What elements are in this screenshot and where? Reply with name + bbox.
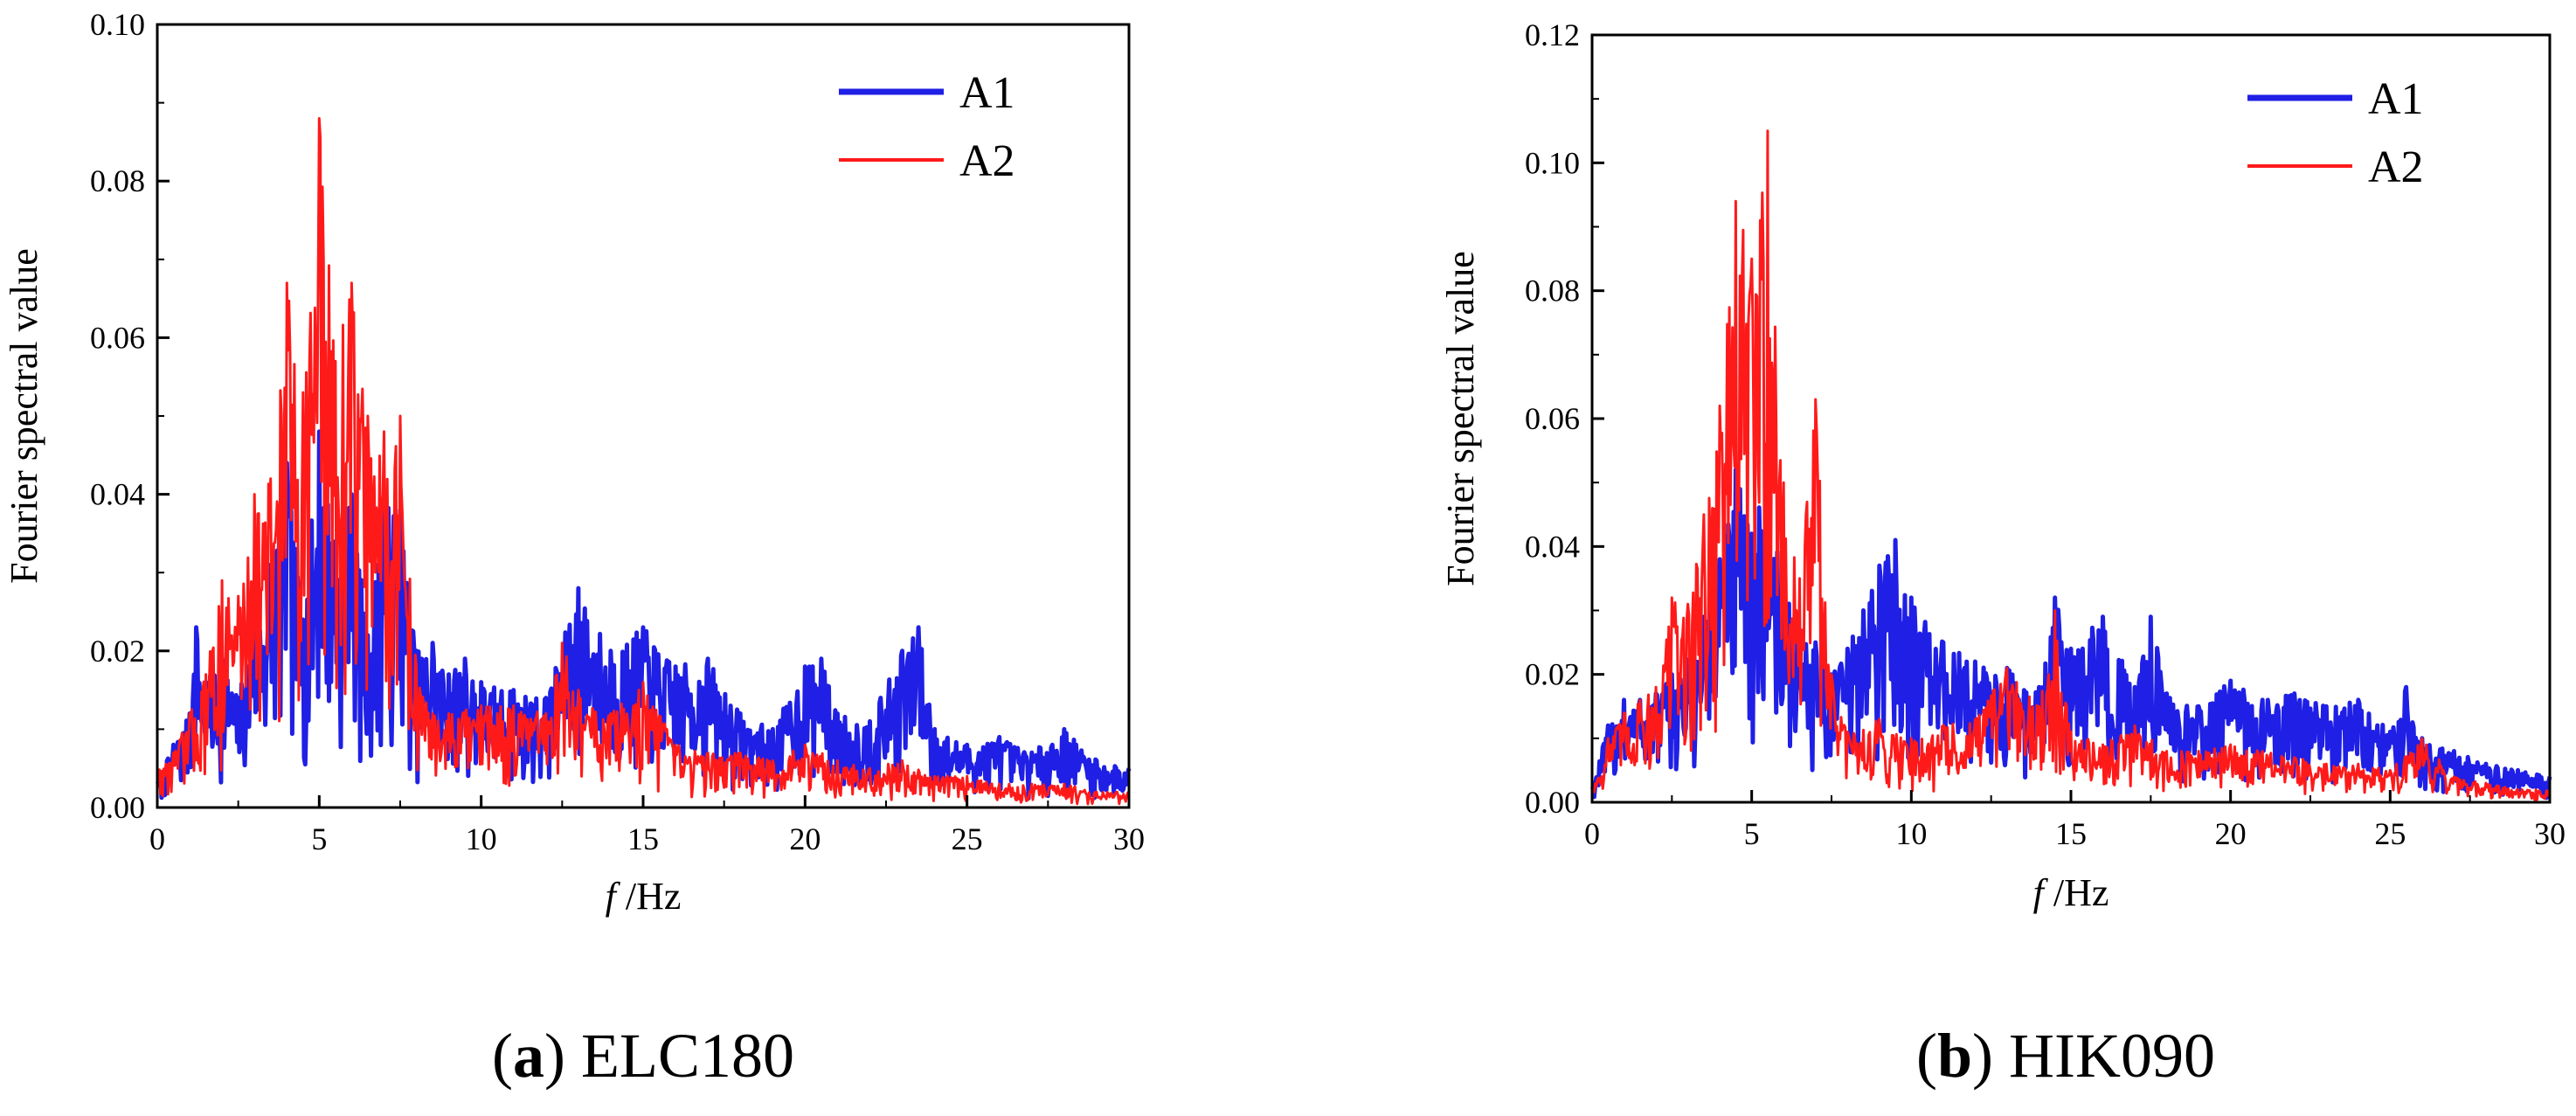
chart-panel-a: 0 5 10 15 20 25 30 0.00 0.02 0.04 0.06 0.08 0.10 Four… <box>3 7 1145 1091</box>
y-tick-label: 0.02 <box>90 634 145 669</box>
series-line-a1 <box>1589 468 2552 801</box>
y-tick-label: 0.08 <box>90 163 145 198</box>
x-axis-label: f /Hz <box>606 875 682 918</box>
x-tick-label: 5 <box>311 821 327 856</box>
y-tick-label: 0.02 <box>1525 657 1580 692</box>
y-tick-label: 0.06 <box>90 320 145 355</box>
chart-panel-b: 0 5 10 15 20 25 30 0.00 0.02 0.04 0.06 0.08 0.10 0.12… <box>1439 17 2566 1091</box>
y-tick-label: 0.00 <box>1525 785 1580 820</box>
x-tick-label: 25 <box>2374 816 2406 851</box>
y-tick-label: 0.10 <box>1525 145 1580 180</box>
y-tick-label: 0.08 <box>1525 274 1580 308</box>
x-tick-label: 15 <box>627 821 659 856</box>
x-tick-label: 20 <box>2215 816 2247 851</box>
y-tick-label: 0.04 <box>90 477 145 512</box>
panel-caption: (a) ELC180 <box>492 1021 794 1091</box>
x-tick-label: 25 <box>952 821 983 856</box>
x-tick-label: 30 <box>1113 821 1145 856</box>
legend-label-a1: A1 <box>959 68 1015 118</box>
series-line-a1 <box>155 429 1132 801</box>
x-tick-label: 20 <box>789 821 821 856</box>
y-tick-label: 0.00 <box>90 790 145 825</box>
panel-caption: (b) HIK090 <box>1916 1021 2215 1091</box>
y-tick-label: 0.04 <box>1525 529 1580 564</box>
y-tick-label: 0.06 <box>1525 401 1580 436</box>
legend-label-a2: A2 <box>2368 142 2424 192</box>
y-axis-label: Fourier spectral value <box>1439 251 1482 586</box>
x-tick-label: 15 <box>2055 816 2087 851</box>
legend-label-a1: A1 <box>2368 74 2424 124</box>
x-tick-label: 0 <box>1584 816 1600 851</box>
y-tick-label: 0.12 <box>1525 17 1580 52</box>
series-line-a2 <box>1590 129 2552 801</box>
x-tick-label: 10 <box>1895 816 1927 851</box>
y-axis-label: Fourier spectral value <box>3 248 45 584</box>
legend-label-a2: A2 <box>959 136 1015 186</box>
x-tick-label: 30 <box>2534 816 2566 851</box>
y-tick-label: 0.10 <box>90 7 145 42</box>
x-tick-label: 10 <box>466 821 497 856</box>
series-line-a2 <box>156 117 1130 806</box>
x-axis-label: f /Hz <box>2033 871 2109 914</box>
x-tick-label: 5 <box>1744 816 1760 851</box>
x-tick-label: 0 <box>149 821 165 856</box>
